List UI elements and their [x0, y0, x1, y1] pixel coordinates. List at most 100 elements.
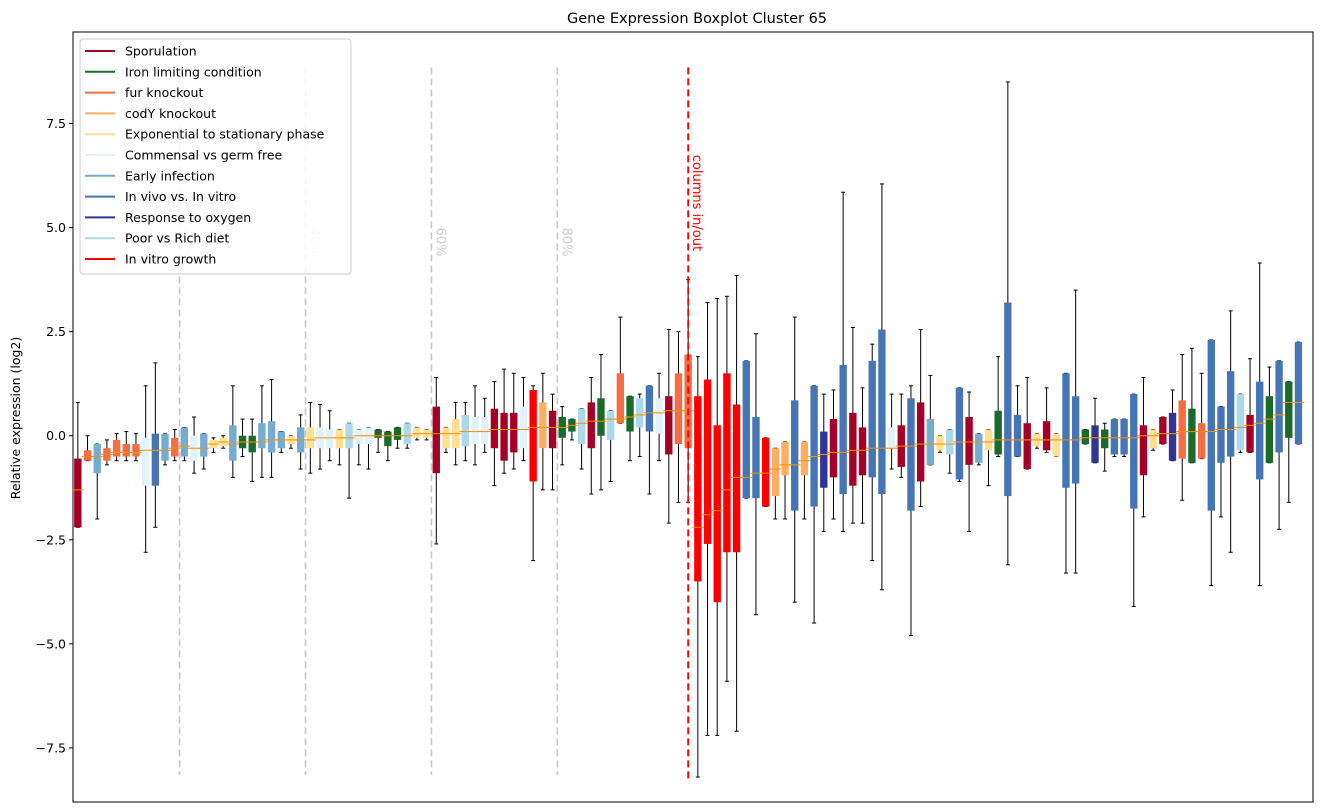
- axes-frame: [72, 31, 1314, 803]
- box: [1062, 373, 1070, 488]
- box: [810, 385, 818, 507]
- box: [1052, 433, 1060, 457]
- box: [1159, 417, 1167, 445]
- legend-label: Sporulation: [125, 44, 197, 59]
- box: [112, 439, 121, 457]
- box: [481, 417, 489, 445]
- box: [723, 373, 731, 553]
- box: [887, 427, 896, 449]
- box: [936, 435, 944, 451]
- box: [577, 408, 586, 445]
- y-tick-label: −7.5: [36, 740, 66, 755]
- box: [1188, 408, 1196, 463]
- box: [761, 437, 770, 507]
- box: [355, 429, 363, 445]
- box: [1275, 360, 1283, 453]
- box: [74, 458, 82, 528]
- box: [200, 433, 208, 457]
- box: [1023, 423, 1031, 470]
- box: [1236, 394, 1245, 451]
- box: [83, 450, 92, 461]
- split-line-label: columns in/out: [689, 155, 704, 251]
- legend-label: Iron limiting condition: [125, 64, 262, 79]
- box: [432, 406, 440, 474]
- legend-label: Exponential to stationary phase: [125, 127, 325, 142]
- box: [1226, 371, 1235, 457]
- y-tick-label: 7.5: [46, 116, 66, 131]
- box: [1101, 429, 1109, 449]
- box: [636, 398, 644, 428]
- box: [655, 398, 663, 434]
- box: [471, 417, 479, 445]
- box: [403, 423, 411, 445]
- box: [597, 398, 605, 436]
- box: [326, 429, 334, 449]
- box: [665, 396, 673, 455]
- box: [703, 379, 712, 544]
- box: [1294, 342, 1303, 445]
- y-tick-label: −2.5: [36, 532, 66, 547]
- legend-label: Poor vs Rich diet: [125, 231, 229, 246]
- y-tick-label: 0.0: [46, 428, 66, 443]
- box: [180, 427, 189, 457]
- box: [258, 423, 266, 449]
- legend-label: In vivo vs. In vitro: [125, 189, 236, 204]
- box: [878, 329, 886, 494]
- box: [141, 437, 150, 486]
- box: [926, 419, 935, 465]
- box: [442, 427, 450, 449]
- box: [907, 398, 915, 511]
- box: [1285, 381, 1293, 438]
- box: [306, 427, 315, 449]
- legend-label: Early infection: [125, 168, 215, 183]
- box: [1130, 394, 1138, 509]
- box: [694, 396, 702, 582]
- box: [868, 360, 876, 478]
- box: [616, 373, 625, 424]
- box: [1139, 425, 1148, 476]
- box: [548, 410, 557, 449]
- box: [1042, 421, 1051, 451]
- box: [229, 425, 237, 461]
- y-tick-label: 5.0: [46, 220, 66, 235]
- box: [849, 412, 857, 486]
- box: [606, 410, 615, 440]
- legend-label: In vitro growth: [125, 252, 216, 267]
- box: [500, 412, 508, 461]
- box: [791, 400, 799, 511]
- box: [645, 385, 654, 432]
- box: [858, 427, 867, 476]
- box: [1246, 414, 1254, 453]
- box: [994, 410, 1002, 455]
- box: [946, 429, 954, 455]
- box: [1197, 423, 1206, 459]
- legend: Sporulation Iron limiting condition fur kn…: [79, 38, 352, 275]
- legend-label: Response to oxygen: [125, 210, 251, 225]
- box: [490, 408, 499, 449]
- legend-label: Commensal vs germ free: [125, 148, 282, 163]
- box: [539, 402, 547, 449]
- box: [820, 431, 828, 488]
- box: [345, 423, 353, 449]
- box: [1217, 406, 1225, 463]
- box: [248, 435, 256, 453]
- box: [461, 414, 470, 447]
- box: [781, 441, 789, 476]
- box: [1149, 429, 1157, 449]
- y-tick-label: 2.5: [46, 324, 66, 339]
- box: [1265, 396, 1274, 463]
- box: [732, 404, 741, 553]
- box: [1207, 340, 1215, 511]
- box: [626, 396, 634, 432]
- legend-label: fur knockout: [125, 85, 203, 100]
- box: [1013, 414, 1022, 457]
- box: [171, 437, 179, 457]
- box: [1256, 381, 1264, 480]
- box: [771, 448, 780, 497]
- box: [374, 429, 382, 438]
- box: [393, 427, 402, 440]
- box: [975, 433, 983, 463]
- box: [916, 402, 925, 482]
- box: [93, 444, 101, 474]
